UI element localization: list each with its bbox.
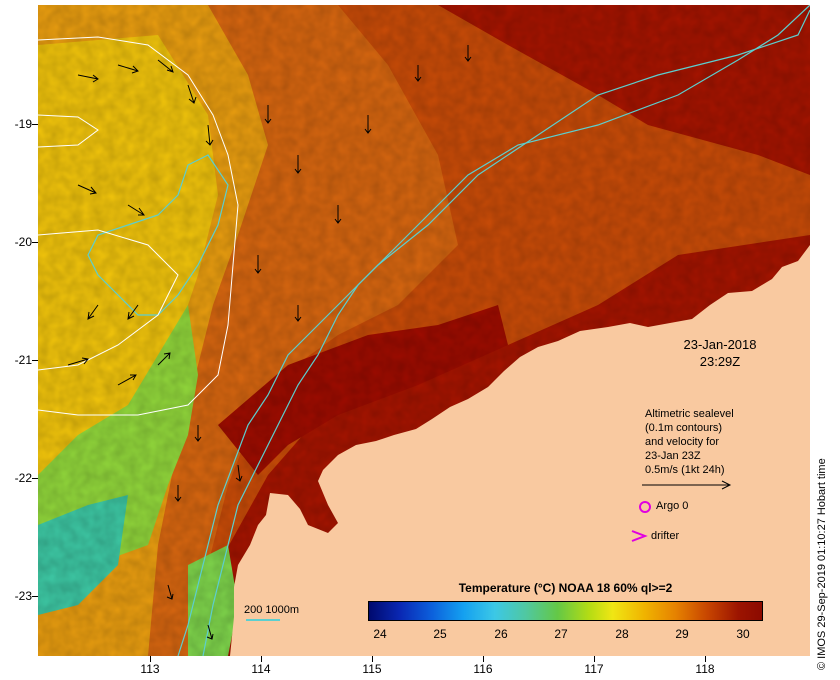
colorbar-tick-27: 27 (554, 627, 568, 641)
imos-credit: © IMOS 29-Sep-2019 01:10:27 Hobart time (816, 458, 828, 670)
altimetry-contour-3 (38, 114, 99, 148)
altimetry-contour-2 (38, 229, 179, 371)
map-date: 23-Jan-2018 (683, 337, 757, 352)
land-mass (230, 245, 810, 656)
drifter-chevron-icon (631, 530, 648, 542)
sst-map (38, 5, 810, 656)
colorbar-tick-25: 25 (433, 627, 447, 641)
lon-tick-115 (372, 656, 373, 662)
lon-label-117: 117 (584, 662, 604, 676)
lon-label-115: 115 (362, 662, 382, 676)
lon-label-116: 116 (473, 662, 493, 676)
colorbar-tick-29: 29 (675, 627, 689, 641)
altimetry-legend-line-2: (0.1m contours) (645, 422, 723, 434)
argo-circle-icon (639, 501, 651, 513)
colorbar-tick-26: 26 (494, 627, 508, 641)
lon-label-114: 114 (251, 662, 271, 676)
lat-label-22: -22 (14, 471, 32, 485)
depth-legend-line (246, 619, 280, 621)
altimetry-legend-line-5: 0.5m/s (1kt 24h) (645, 464, 725, 476)
colorbar (368, 601, 763, 621)
lon-label-118: 118 (695, 662, 715, 676)
lat-label-20: -20 (14, 235, 32, 249)
colorbar-tick-24: 24 (373, 627, 387, 641)
depth-legend-label: 200 1000m (244, 604, 300, 616)
lat-label-23: -23 (14, 589, 32, 603)
lon-label-113: 113 (140, 662, 160, 676)
lon-tick-117 (594, 656, 595, 662)
lat-label-21: -21 (14, 353, 32, 367)
lat-label-19: -19 (14, 117, 32, 131)
lon-tick-116 (483, 656, 484, 662)
lat-tick-23 (32, 596, 38, 597)
altimetry-legend-line-1: Altimetric sealevel (645, 408, 734, 420)
altimetry-legend-line-4: 23-Jan 23Z (645, 450, 701, 462)
bathy-contour-1000m (202, 5, 810, 656)
argo-label: Argo 0 (656, 500, 689, 512)
lat-tick-21 (32, 360, 38, 361)
sst-map-canvas (38, 5, 810, 656)
lat-tick-20 (32, 242, 38, 243)
colorbar-tick-28: 28 (615, 627, 629, 641)
colorbar-title: Temperature (°C) NOAA 18 60% ql>=2 (458, 581, 673, 595)
lon-tick-113 (150, 656, 151, 662)
map-time: 23:29Z (699, 354, 741, 369)
lat-tick-19 (32, 124, 38, 125)
lat-tick-22 (32, 478, 38, 479)
velocity-scale-arrow-icon (642, 480, 732, 490)
drifter-label: drifter (651, 530, 680, 542)
bathy-contour-200m (177, 9, 810, 656)
lon-tick-118 (705, 656, 706, 662)
altimetry-legend-line-3: and velocity for (645, 436, 719, 448)
velocity-arrows (67, 45, 472, 640)
lon-tick-114 (261, 656, 262, 662)
colorbar-tick-30: 30 (736, 627, 750, 641)
bathy-contour-west (87, 154, 229, 316)
altimetry-contour-1 (38, 36, 239, 416)
